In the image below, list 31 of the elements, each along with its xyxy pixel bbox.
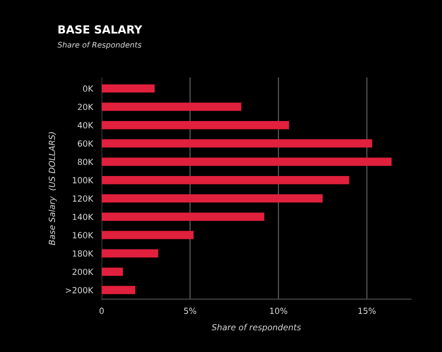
y-tick-label: 80K	[78, 158, 94, 166]
y-tick-label: 160K	[72, 232, 94, 238]
y-axis-title: Base Salary (US DOLLARS)	[48, 132, 57, 246]
y-tick-label: 140K	[72, 214, 94, 220]
chart-title: BASE SALARY	[58, 25, 142, 34]
bar	[102, 194, 323, 203]
bar	[102, 158, 392, 166]
y-tick-label: 20K	[78, 104, 94, 110]
bar	[102, 84, 155, 93]
bar	[102, 120, 290, 130]
bar	[102, 268, 123, 276]
x-tick-label: 0	[100, 308, 104, 314]
y-tick-label: 40K	[78, 122, 94, 128]
y-tick-label: 120K	[72, 195, 94, 202]
y-tick-label: 180K	[72, 250, 94, 257]
bar	[102, 139, 372, 148]
x-tick-label: 15%	[358, 308, 376, 314]
bar	[102, 230, 194, 240]
y-tick-label: 0K	[83, 85, 94, 92]
bar	[102, 102, 242, 111]
y-tick-label: 200K	[72, 268, 94, 275]
y-tick-label: 60K	[78, 140, 94, 147]
bar	[102, 176, 350, 184]
y-tick-label: 100K	[72, 177, 94, 184]
bar	[102, 286, 136, 294]
x-tick-label: 5%	[184, 308, 196, 314]
bar	[102, 212, 264, 221]
y-tick-label: >200K	[66, 287, 94, 294]
x-axis-title: Share of respondents	[212, 324, 301, 332]
bar	[102, 249, 158, 258]
x-tick-label: 10%	[270, 308, 288, 314]
